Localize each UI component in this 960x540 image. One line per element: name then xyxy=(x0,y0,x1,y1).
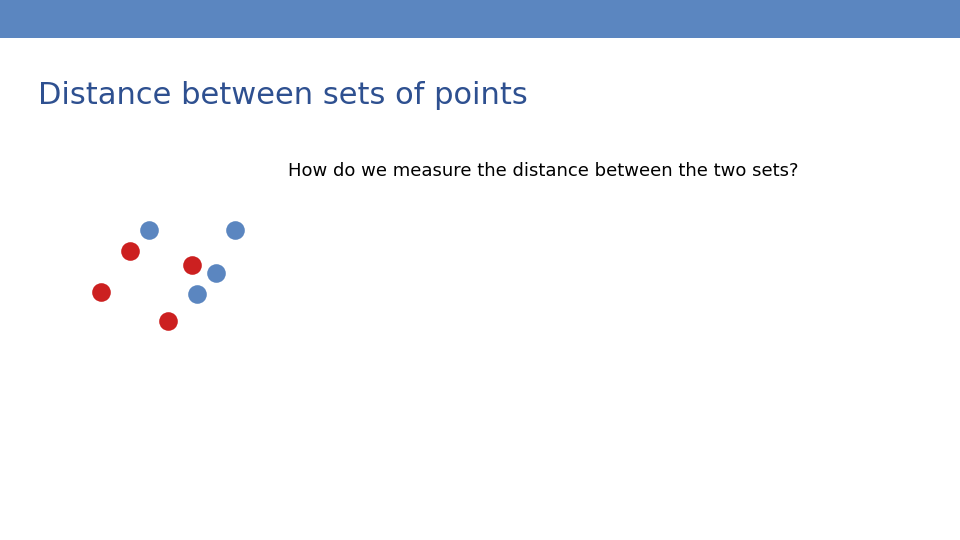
Text: How do we measure the distance between the two sets?: How do we measure the distance between t… xyxy=(288,162,799,180)
Point xyxy=(189,290,204,299)
Text: Distance between sets of points: Distance between sets of points xyxy=(38,81,528,110)
Point xyxy=(228,225,243,234)
Point xyxy=(93,287,108,296)
Point xyxy=(184,260,200,269)
Point xyxy=(122,247,137,255)
Point xyxy=(160,317,176,326)
Point xyxy=(208,268,224,277)
Point xyxy=(141,225,156,234)
